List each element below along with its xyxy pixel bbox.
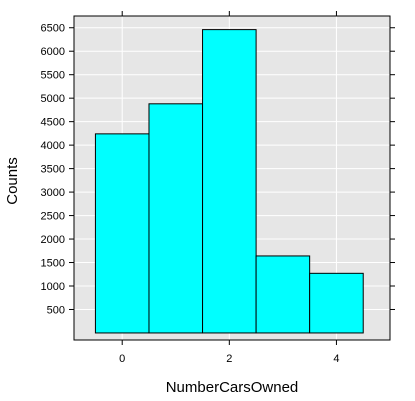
x-tick-labels: 0 2 4: [119, 353, 339, 365]
bar-0: [94, 133, 150, 334]
bar-1: [148, 103, 204, 334]
y-tick-labels: 500 1000 1500 2000 2500 3000 3500 4000 4500 5000 5…: [41, 23, 65, 317]
y-axis-title: Counts: [4, 157, 21, 205]
y-tick-label: 5500: [41, 70, 65, 82]
x-tick-label: 2: [226, 353, 232, 365]
bar-2: [202, 29, 257, 334]
bar-3: [255, 255, 311, 334]
y-tick-label: 500: [47, 304, 65, 316]
x-tick-label: 4: [333, 353, 339, 365]
y-tick-label: 1500: [41, 258, 65, 270]
y-tick-label: 3500: [41, 164, 65, 176]
y-tick-label: 3000: [41, 187, 65, 199]
bars: [94, 29, 364, 334]
y-tick-label: 2500: [41, 211, 65, 223]
bar-4: [309, 272, 364, 334]
y-tick-label: 1000: [41, 281, 65, 293]
y-tick-label: 6500: [41, 23, 65, 35]
y-tick-label: 5000: [41, 93, 65, 105]
y-tick-label: 4000: [41, 140, 65, 152]
x-tick-label: 0: [119, 353, 125, 365]
tick-marks: [69, 11, 395, 345]
y-tick-label: 2000: [41, 234, 65, 246]
y-tick-label: 6000: [41, 46, 65, 58]
x-axis-title: NumberCarsOwned: [166, 379, 299, 396]
plot-frame: [73, 15, 391, 341]
y-tick-label: 4500: [41, 117, 65, 129]
